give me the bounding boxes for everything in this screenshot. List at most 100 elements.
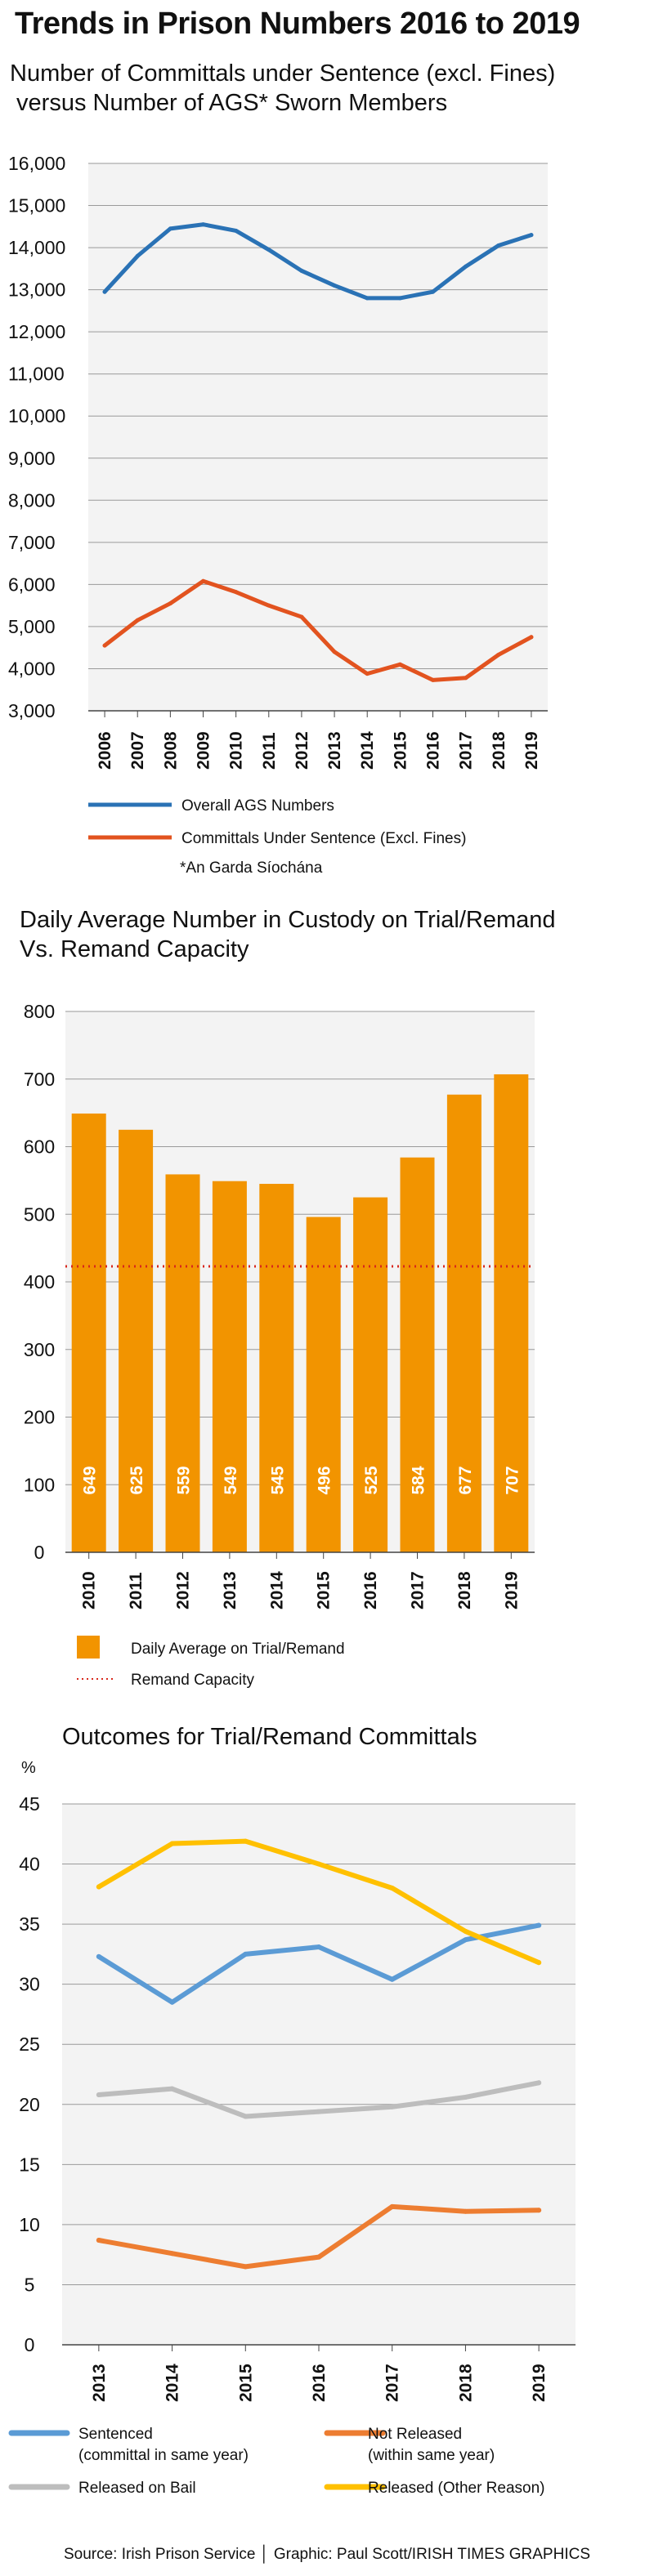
chart1-point-ags (529, 233, 534, 238)
chart2-title: Daily Average Number in Custody on Trial… (20, 907, 556, 962)
chart1-y-tick-label: 13,000 (8, 279, 65, 301)
chart3-y-tick-label: 5 (25, 2274, 35, 2295)
chart3-point-released-other (243, 1838, 249, 1844)
chart2-bar (119, 1129, 154, 1552)
chart2-y-tick-label: 400 (24, 1271, 55, 1292)
chart1-y-tick-label: 4,000 (8, 658, 56, 679)
chart3-legend-label-sentenced: Sentenced (78, 2426, 153, 2443)
chart2-x-tick-label: 2014 (267, 1571, 286, 1609)
chart3-legend-label-released-other: Released (Other Reason) (368, 2480, 545, 2497)
chart1-legend-label-committals: Committals Under Sentence (Excl. Fines) (181, 830, 466, 847)
chart1-point-ags (201, 222, 205, 227)
chart1-x-tick-label: 2008 (161, 731, 180, 770)
chart3-point-released-on-bail (316, 2109, 321, 2114)
chart1-point-ags (102, 289, 107, 294)
chart3-point-not-released (169, 2251, 175, 2257)
chart2-bar-value-label: 525 (362, 1466, 381, 1494)
chart3-y-unit: % (21, 1759, 36, 1777)
chart2-x-tick-label: 2016 (361, 1571, 380, 1609)
chart3-point-sentenced (316, 1944, 321, 1950)
chart1-point-committals (102, 643, 107, 648)
chart2-x-tick-label: 2011 (127, 1572, 146, 1609)
chart1-x-tick-label: 2019 (522, 731, 541, 770)
chart1-point-committals (234, 590, 239, 595)
chart1-point-committals (168, 601, 172, 606)
chart3-x-tick-label: 2017 (383, 2364, 402, 2402)
chart1-point-committals (267, 603, 271, 608)
chart3-x-tick-label: 2018 (456, 2364, 475, 2402)
chart3-point-released-on-bail (96, 2092, 101, 2098)
chart3-y-tick-label: 15 (19, 2154, 40, 2175)
chart1-point-committals (529, 635, 534, 640)
chart2-y-tick-label: 100 (24, 1474, 55, 1495)
chart1-y-tick-label: 5,000 (8, 616, 56, 637)
chart2-x-tick-label: 2013 (221, 1571, 240, 1609)
chart3-point-released-other (316, 1861, 321, 1867)
main-title: Trends in Prison Numbers 2016 to 2019 (15, 7, 580, 41)
chart2-bar (212, 1181, 247, 1552)
chart2-bar-value-label: 707 (503, 1466, 522, 1494)
chart3-point-sentenced (389, 1976, 395, 1982)
chart1-point-ags (135, 253, 140, 258)
chart1-point-committals (135, 618, 140, 623)
chart3-point-not-released (96, 2238, 101, 2243)
chart1-y-tick-label: 15,000 (8, 195, 65, 217)
chart2-bar-chart: 0 100 200 300 400 500 600 700 800 649 2010 625 2011 5… (24, 1001, 535, 1689)
chart1-point-committals (365, 672, 370, 676)
chart2-bar (165, 1174, 200, 1552)
chart2-x-tick-label: 2010 (80, 1571, 99, 1609)
chart3-y-tick-label: 20 (19, 2094, 40, 2115)
chart3-point-released-on-bail (536, 2080, 542, 2086)
chart2-bar-value-label: 649 (81, 1466, 100, 1494)
chart1-y-tick-label: 8,000 (8, 489, 56, 511)
chart2-bar-value-label: 559 (175, 1466, 194, 1494)
chart1-y-tick-label: 16,000 (8, 153, 65, 174)
chart2-x-tick-label: 2018 (455, 1571, 474, 1609)
chart2-y-tick-label: 800 (24, 1001, 55, 1022)
chart2-bar-value-label: 496 (316, 1466, 334, 1494)
chart1-point-committals (299, 614, 304, 619)
chart1-y-tick-label: 12,000 (8, 321, 65, 342)
chart2-bar-value-label: 625 (128, 1466, 146, 1494)
chart2-y-tick-label: 0 (34, 1542, 45, 1563)
chart3-legend-label-released-on-bail: Released on Bail (78, 2480, 196, 2497)
chart3-point-released-on-bail (169, 2086, 175, 2092)
chart3-x-tick-label: 2013 (90, 2364, 109, 2402)
chart3-point-released-other (536, 1960, 542, 1966)
chart3-x-tick-label: 2015 (236, 2364, 255, 2402)
chart3-point-sentenced (463, 1937, 468, 1943)
chart2-y-tick-label: 200 (24, 1407, 55, 1428)
chart2-legend-swatch-bar (77, 1636, 100, 1659)
chart3-point-released-other (96, 1884, 101, 1890)
chart3-y-tick-label: 25 (19, 2034, 40, 2055)
chart1-x-tick-label: 2014 (358, 731, 377, 770)
chart1-x-tick-label: 2018 (490, 731, 508, 770)
chart1-title: Number of Committals under Sentence (exc… (10, 60, 556, 116)
chart1-point-ags (365, 296, 370, 301)
chart3-title: Outcomes for Trial/Remand Committals (62, 1724, 477, 1750)
chart1-y-tick-label: 10,000 (8, 405, 65, 426)
chart3-y-tick-label: 0 (25, 2334, 35, 2355)
chart1-x-tick-label: 2015 (391, 731, 410, 770)
chart3-point-released-on-bail (389, 2104, 395, 2109)
chart1-line-chart: 3,000 4,000 5,000 6,000 7,000 8,000 9,000 10,00… (8, 153, 548, 847)
chart3-plot-area (62, 1804, 576, 2345)
chart1-point-ags (397, 296, 402, 301)
chart3-point-not-released (389, 2203, 395, 2209)
chart1-point-ags (431, 289, 435, 294)
chart1-point-ags (168, 226, 172, 231)
chart2-bar (400, 1157, 435, 1552)
chart1-point-committals (201, 578, 205, 583)
chart3-point-not-released (536, 2208, 542, 2213)
chart2-bar-value-label: 545 (268, 1466, 287, 1494)
chart3-point-released-on-bail (243, 2114, 249, 2119)
chart1-x-tick-label: 2007 (128, 731, 147, 770)
chart3-y-tick-label: 10 (19, 2214, 40, 2235)
chart3-legend-label-not-released-line2: (within same year) (368, 2447, 495, 2464)
chart2-x-tick-label: 2019 (502, 1571, 521, 1609)
chart1-x-tick-label: 2016 (424, 731, 443, 770)
chart1-y-tick-label: 6,000 (8, 574, 56, 595)
chart2-bar (353, 1197, 388, 1552)
chart2-x-tick-label: 2015 (315, 1571, 334, 1609)
